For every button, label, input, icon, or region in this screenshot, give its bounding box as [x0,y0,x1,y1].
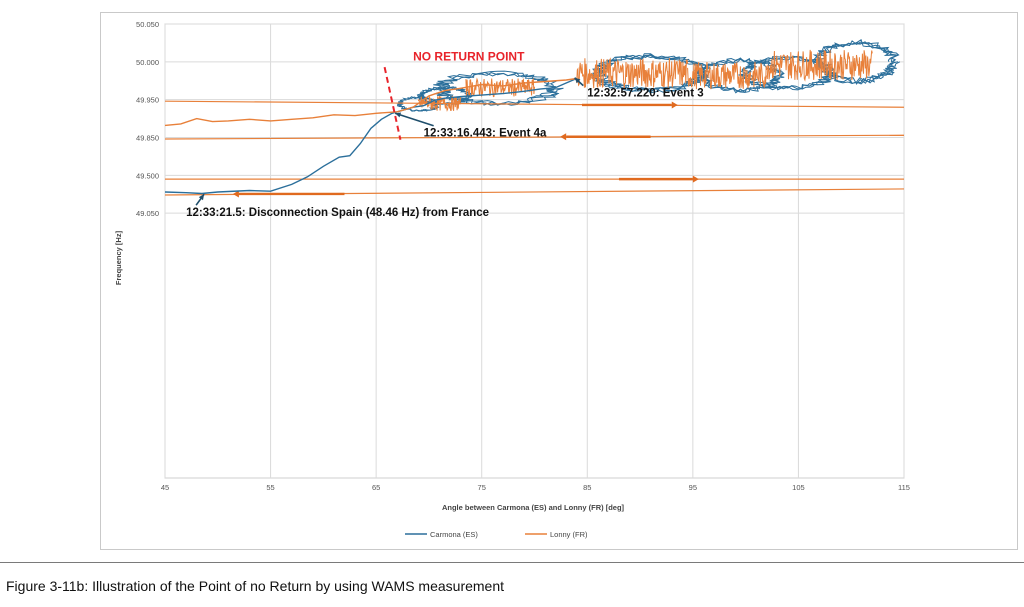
flat-trace [164,100,905,108]
lonny-oscillation-band [417,95,462,112]
carmona-oscillation-loop [812,41,898,85]
carmona-oscillation-loop [396,96,441,112]
x-axis-label: Angle between Carmona (ES) and Lonny (FR… [442,503,625,512]
carmona-oscillation-loop [738,55,835,91]
legend: Carmona (ES) Lonny (FR) [405,530,588,539]
direction-arrow-head [232,190,239,198]
direction-arrow-head [692,175,699,183]
series-layer [164,77,905,198]
grid-layer [164,23,905,479]
annotation-layer: NO RETURN POINT 12:32:57.220: Event 3 12:3… [186,49,704,219]
x-tick-label: 75 [478,483,486,492]
lonny-oscillation-band [687,61,768,90]
y-tick-label: 50.000 [136,58,159,67]
carmona-oscillation-loop [592,53,709,90]
x-tick-label: 95 [689,483,697,492]
x-tick-label: 115 [898,483,910,492]
annotation-arrowhead-2 [395,112,402,118]
lonny-oscillation-band [766,49,873,82]
y-tick-label: 49.850 [136,134,159,143]
annotation-label-0: NO RETURN POINT [413,49,525,63]
y-tick-label: 49.500 [136,171,159,180]
annotation-label-1: 12:32:57.220: Event 3 [587,88,703,100]
caption-rule [0,562,1024,563]
y-tick-label: 49.950 [136,96,159,105]
lonny-oscillation-band [576,57,689,89]
series-line-carmona [164,77,577,195]
x-tick-label: 65 [372,483,380,492]
x-tick-label: 45 [161,483,169,492]
legend-label-carmona: Carmona (ES) [430,530,478,539]
y-axis-label: Frequency [Hz] [114,230,123,285]
no-return-dashed-line [383,66,402,140]
legend-label-lonny: Lonny (FR) [550,530,588,539]
x-tick-label: 55 [266,483,274,492]
y-tick-label: 49.050 [136,209,159,218]
series-line-lonny [164,77,577,127]
y-tick-label: 50.050 [136,20,159,29]
annotation-label-3: 12:33:21.5: Disconnection Spain (48.46 H… [186,207,489,219]
direction-arrow-head [560,133,567,141]
annotation-label-2: 12:33:16.443: Event 4a [424,128,547,140]
direction-arrow-head [671,101,678,109]
x-tick-label: 105 [792,483,805,492]
flat-trace [164,134,905,140]
annotation-arrowhead-1 [574,77,581,84]
x-tick-label: 85 [583,483,591,492]
carmona-oscillation-loop [590,53,707,94]
figure-caption: Figure 3-11b: Illustration of the Point … [6,578,505,594]
tick-layer: 45 55 65 75 85 95 105 115 50.050 50.000 49.950 49.8… [136,20,910,492]
annotation-arrowhead-3 [198,194,205,201]
annotation-arrow-2 [394,112,434,127]
